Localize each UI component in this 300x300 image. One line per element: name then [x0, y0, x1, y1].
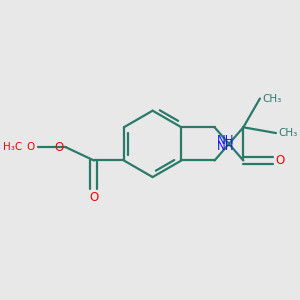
Text: CH₃: CH₃ — [262, 94, 282, 103]
Text: H₃C: H₃C — [3, 142, 22, 152]
Text: O: O — [276, 154, 285, 167]
Text: NH: NH — [217, 134, 235, 147]
Text: O: O — [89, 191, 99, 204]
Text: NH: NH — [217, 140, 235, 154]
Text: O: O — [27, 142, 35, 152]
Text: O: O — [54, 141, 63, 154]
Text: CH₃: CH₃ — [279, 128, 298, 138]
